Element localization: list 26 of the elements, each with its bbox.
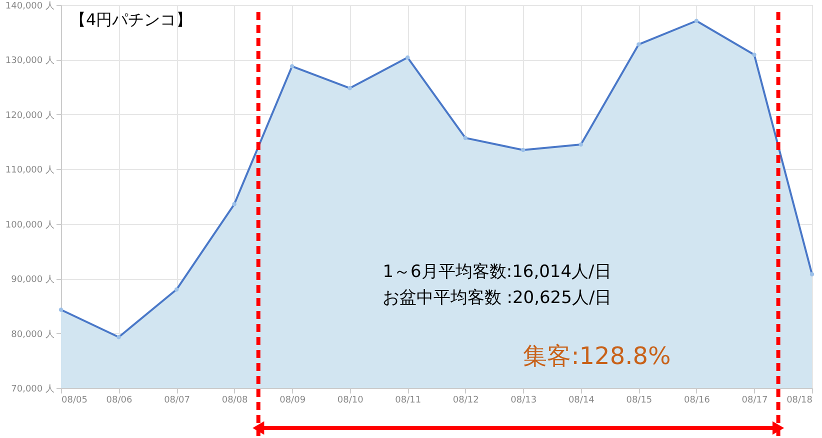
x-tick-label: 08/06 (106, 396, 133, 406)
y-tick-label: 130,000 人 (5, 55, 54, 66)
annotation: 【4円パチンコ】 (70, 10, 192, 29)
y-tick-label: 80,000 人 (11, 328, 54, 340)
x-tick-label: 08/10 (337, 396, 364, 406)
x-tick-label: 08/15 (626, 396, 652, 406)
x-tick-label: 08/17 (742, 396, 768, 406)
y-tick-label: 120,000 人 (5, 110, 54, 121)
x-tick-label: 08/14 (568, 396, 595, 406)
annotation: 1～6月平均客数:16,014人/日 (382, 262, 612, 282)
x-tick-label: 08/05 (62, 396, 88, 406)
x-tick-label: 08/13 (510, 396, 537, 406)
y-tick-label: 90,000 人 (11, 274, 54, 286)
x-tick-label: 08/16 (684, 396, 710, 406)
x-tick-label: 08/11 (395, 396, 422, 406)
x-tick-label: 08/07 (164, 396, 190, 406)
y-tick-label: 100,000 人 (5, 219, 54, 230)
x-tick-label: 08/08 (222, 396, 248, 406)
annotation: 集客:128.8% (523, 342, 671, 370)
y-tick-label: 70,000 人 (11, 384, 54, 394)
x-tick-label: 08/09 (280, 396, 306, 406)
y-tick-label: 110,000 人 (5, 164, 54, 176)
x-tick-label: 08/18 (786, 396, 813, 406)
x-tick-label: 08/12 (452, 396, 479, 406)
y-tick-label: 140,000 人 (5, 0, 54, 12)
annotation: お盆中平均客数 :20,625人/日 (382, 288, 612, 308)
